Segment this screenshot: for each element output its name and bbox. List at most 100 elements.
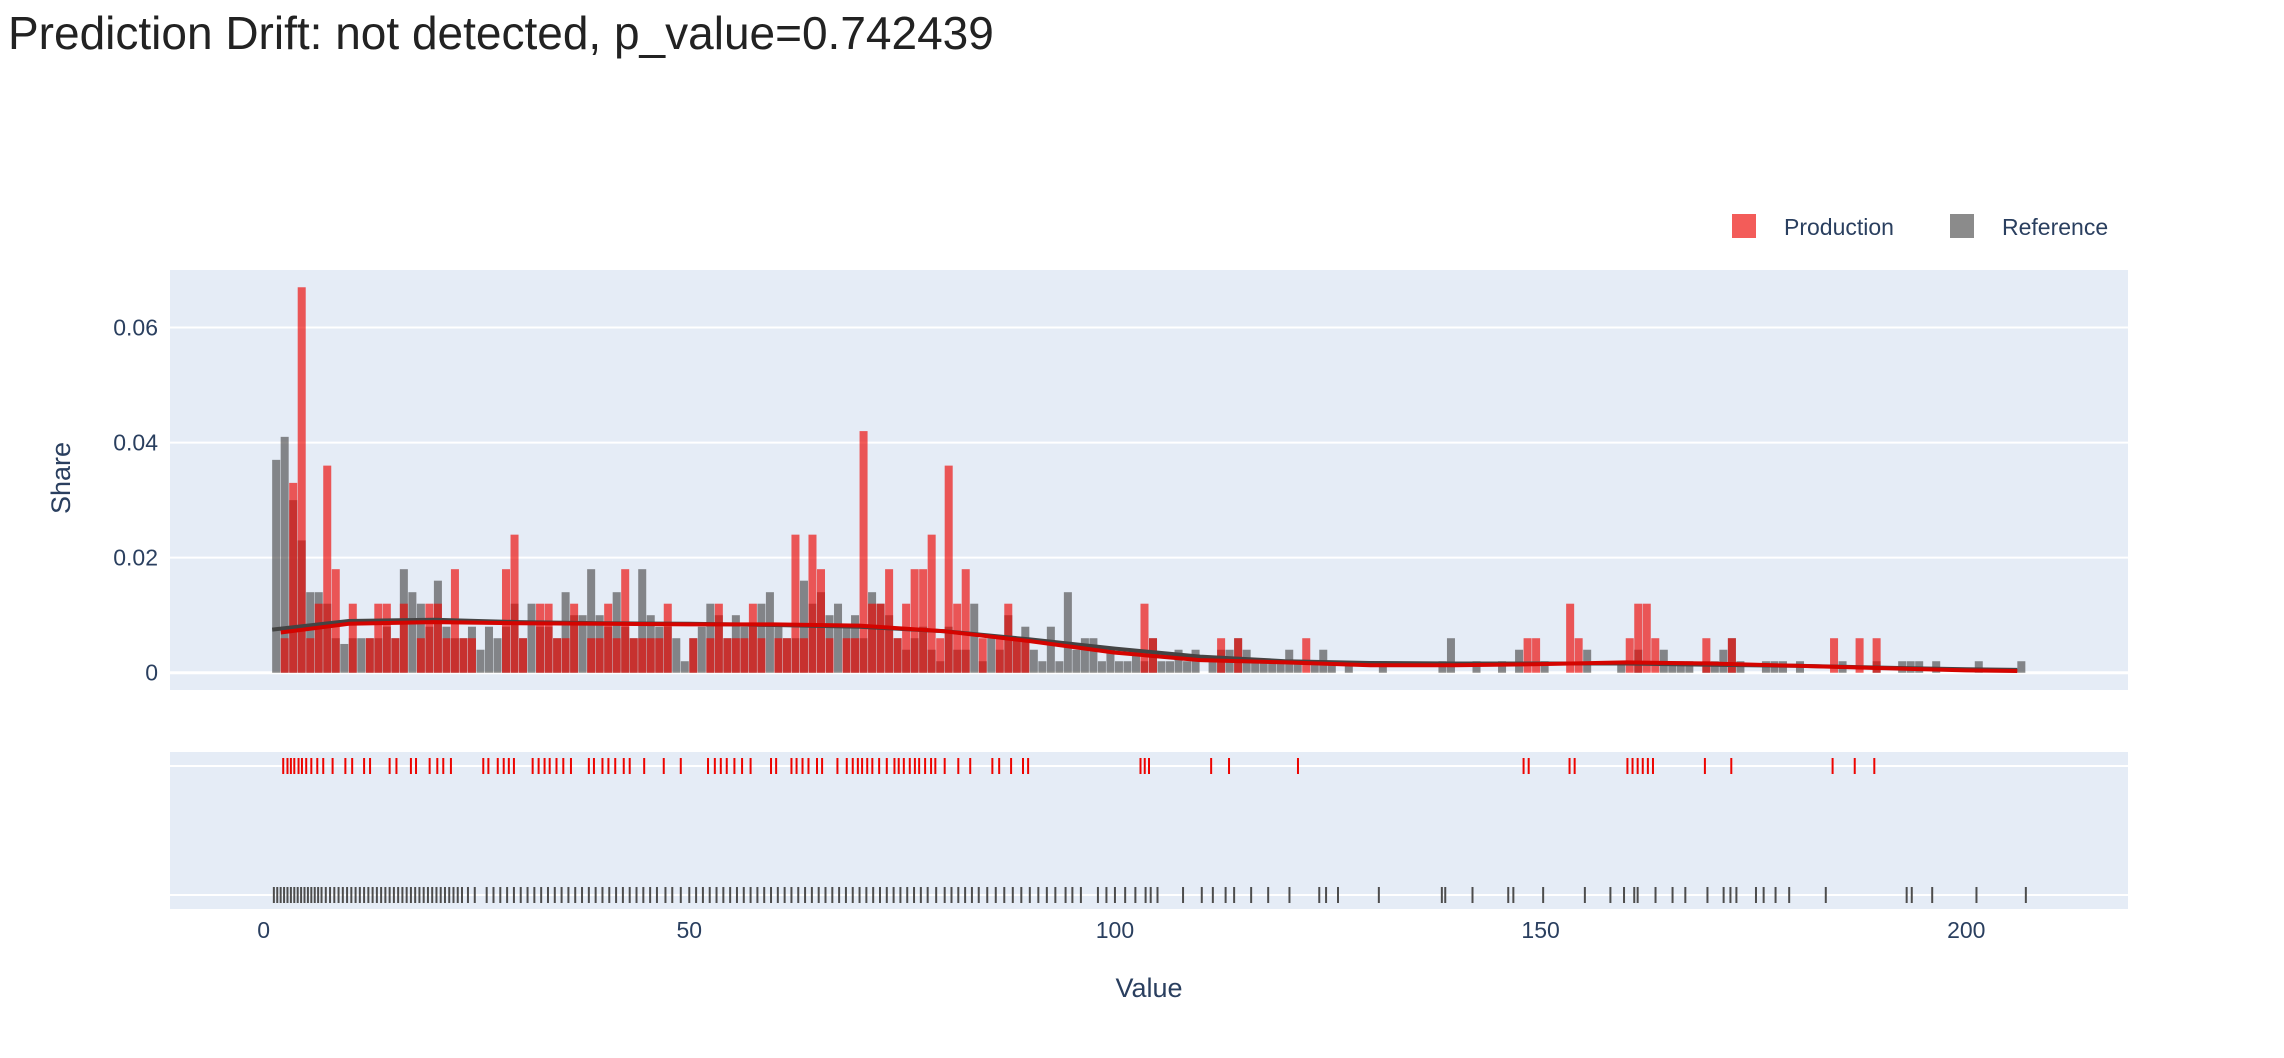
bar-reference[interactable] — [1344, 661, 1353, 673]
bar-production[interactable] — [944, 465, 953, 673]
bar-production[interactable] — [467, 638, 476, 673]
bar-production[interactable] — [816, 569, 826, 673]
bar-production[interactable] — [995, 638, 1004, 673]
bar-production[interactable] — [1702, 638, 1711, 673]
bar-reference[interactable] — [970, 603, 979, 673]
bar-production[interactable] — [842, 638, 851, 673]
bar-reference[interactable] — [1183, 661, 1192, 673]
bar-reference[interactable] — [340, 643, 349, 673]
bar-reference[interactable] — [680, 661, 689, 673]
bar-reference[interactable] — [1072, 649, 1081, 673]
bar-reference[interactable] — [1515, 649, 1524, 673]
bar-reference[interactable] — [1685, 661, 1694, 673]
bar-production[interactable] — [706, 638, 715, 673]
bar-production[interactable] — [374, 603, 383, 673]
bar-production[interactable] — [365, 638, 374, 673]
bar-production[interactable] — [859, 431, 868, 673]
bar-reference[interactable] — [493, 638, 502, 673]
bar-production[interactable] — [1830, 638, 1839, 673]
bar-reference[interactable] — [1123, 661, 1132, 673]
bar-production[interactable] — [748, 603, 757, 673]
bar-production[interactable] — [757, 638, 766, 673]
bar-production[interactable] — [323, 465, 332, 673]
bar-production[interactable] — [851, 638, 860, 673]
bar-production[interactable] — [1855, 638, 1864, 673]
bar-production[interactable] — [791, 534, 800, 673]
bar-production[interactable] — [544, 603, 553, 673]
bar-reference[interactable] — [2017, 661, 2026, 673]
bar-production[interactable] — [893, 638, 902, 673]
bar-production[interactable] — [868, 603, 877, 673]
bar-production[interactable] — [1566, 603, 1575, 673]
bar-production[interactable] — [621, 569, 630, 673]
bar-production[interactable] — [1021, 638, 1030, 673]
bar-reference[interactable] — [1038, 661, 1047, 673]
bar-production[interactable] — [604, 603, 613, 673]
legend-item-production[interactable]: Production — [1732, 214, 1894, 240]
bar-production[interactable] — [1012, 638, 1021, 673]
bar-production[interactable] — [1302, 638, 1311, 673]
bar-reference[interactable] — [1157, 661, 1166, 673]
bar-production[interactable] — [825, 638, 834, 673]
bar-production[interactable] — [289, 482, 298, 673]
bar-production[interactable] — [425, 603, 434, 673]
legend-item-reference[interactable]: Reference — [1950, 214, 2108, 240]
bar-reference[interactable] — [1540, 661, 1549, 673]
bar-production[interactable] — [519, 638, 528, 673]
bar-production[interactable] — [570, 603, 579, 673]
bar-production[interactable] — [595, 638, 604, 673]
bar-reference[interactable] — [757, 603, 766, 673]
bar-production[interactable] — [774, 638, 783, 673]
bar-production[interactable] — [1642, 603, 1651, 673]
bar-production[interactable] — [655, 638, 664, 673]
bar-production[interactable] — [714, 603, 723, 673]
bar-reference[interactable] — [1974, 661, 1983, 673]
bar-production[interactable] — [663, 603, 672, 673]
bar-production[interactable] — [902, 603, 911, 673]
bar-production[interactable] — [799, 638, 808, 673]
bar-production[interactable] — [953, 603, 962, 673]
bar-production[interactable] — [314, 603, 323, 673]
bar-reference[interactable] — [416, 603, 425, 673]
bar-production[interactable] — [399, 603, 408, 673]
bar-production[interactable] — [433, 603, 442, 673]
bar-production[interactable] — [553, 638, 562, 673]
bar-production[interactable] — [629, 638, 638, 673]
bar-production[interactable] — [910, 569, 919, 673]
bar-production[interactable] — [1634, 603, 1643, 673]
bar-reference[interactable] — [280, 436, 289, 673]
bar-reference[interactable] — [1310, 661, 1319, 673]
bar-production[interactable] — [1727, 638, 1736, 673]
bar-production[interactable] — [927, 534, 936, 673]
bar-reference[interactable] — [561, 592, 570, 673]
bar-reference[interactable] — [1131, 649, 1140, 673]
bar-production[interactable] — [808, 534, 817, 673]
bar-reference[interactable] — [408, 592, 417, 673]
bar-production[interactable] — [638, 638, 647, 673]
bar-reference[interactable] — [1259, 661, 1268, 673]
bar-production[interactable] — [1523, 638, 1532, 673]
bar-reference[interactable] — [1327, 661, 1336, 673]
bar-reference[interactable] — [612, 592, 621, 673]
bar-reference[interactable] — [527, 603, 536, 673]
bar-reference[interactable] — [987, 638, 996, 673]
bar-reference[interactable] — [1029, 649, 1038, 673]
bar-reference[interactable] — [1063, 592, 1072, 673]
bar-production[interactable] — [280, 638, 289, 673]
bar-production[interactable] — [348, 603, 357, 673]
bar-production[interactable] — [1872, 638, 1881, 673]
bar-production[interactable] — [731, 638, 740, 673]
bar-production[interactable] — [919, 569, 928, 673]
bar-reference[interactable] — [1046, 626, 1055, 673]
bar-reference[interactable] — [1174, 649, 1183, 673]
bar-reference[interactable] — [1097, 661, 1106, 673]
bar-reference[interactable] — [1208, 661, 1217, 673]
kde-line-production[interactable] — [280, 620, 2018, 673]
bar-production[interactable] — [782, 638, 791, 673]
bar-production[interactable] — [646, 638, 655, 673]
bar-production[interactable] — [459, 638, 468, 673]
bar-reference[interactable] — [697, 626, 706, 673]
bar-reference[interactable] — [1446, 638, 1455, 673]
bar-production[interactable] — [1574, 638, 1583, 673]
bar-reference[interactable] — [578, 615, 587, 673]
